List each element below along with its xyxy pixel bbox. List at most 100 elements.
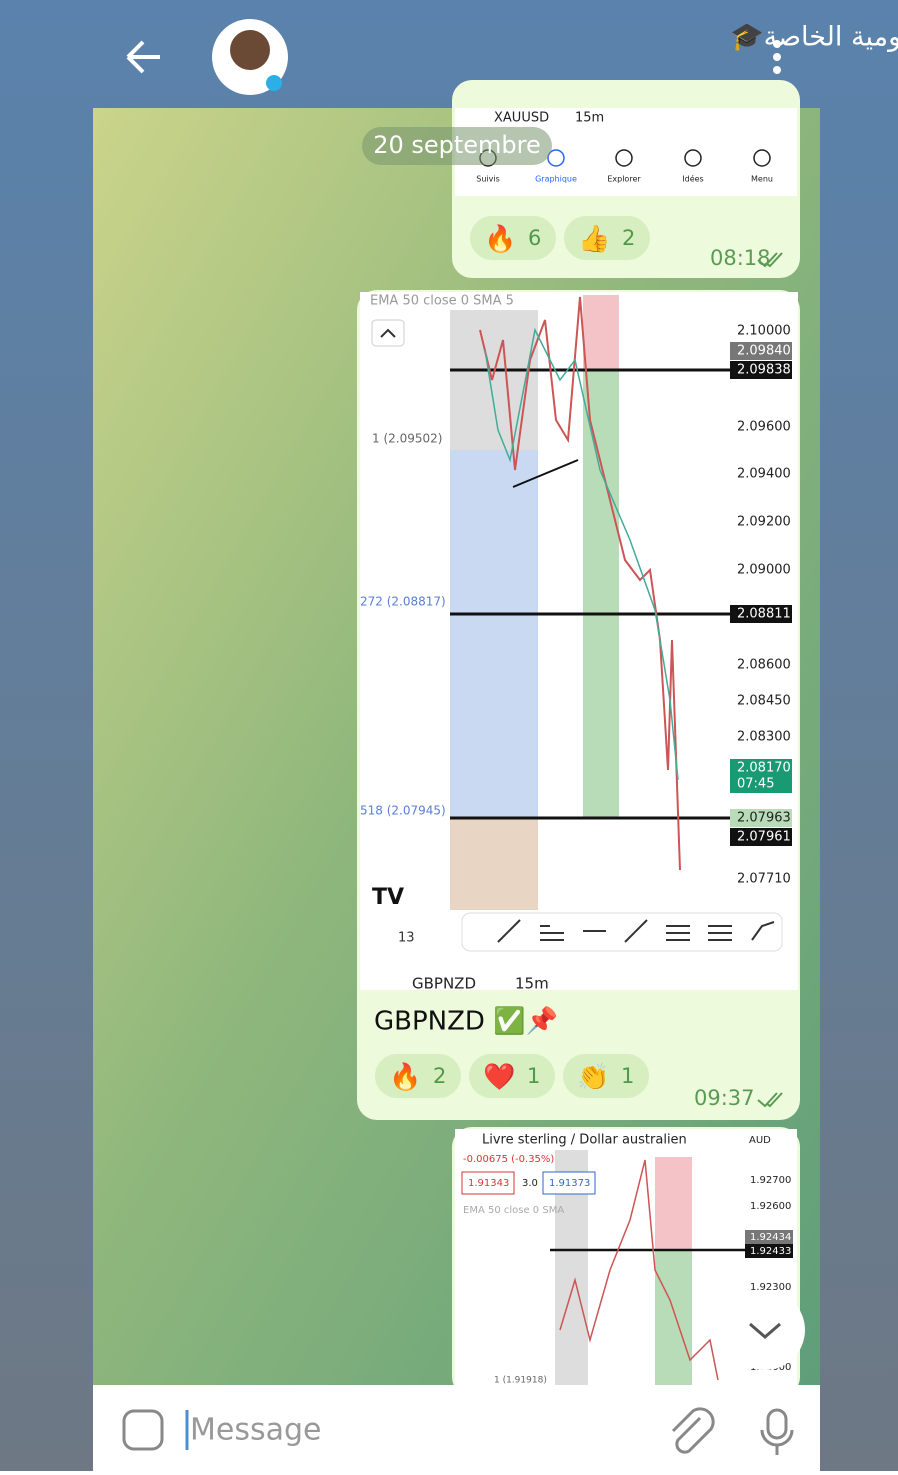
mic-button[interactable] <box>766 1408 788 1440</box>
price-label: 2.08170 <box>737 761 791 776</box>
chat-title[interactable]: وعة التحليلات اليومية الخاصة🎓 <box>730 22 898 53</box>
price-label: 2.09840 <box>737 344 791 359</box>
price-label: 2.10000 <box>737 324 791 339</box>
price-label: 2.07963 <box>737 811 791 826</box>
chart-zones <box>450 295 730 910</box>
price-label: 2.08811 <box>737 607 791 622</box>
date-badge <box>362 127 552 165</box>
avatar-face <box>230 30 270 70</box>
reaction-count: 2 <box>622 226 635 250</box>
price-label: 2.09400 <box>737 467 791 482</box>
drawing-toolbar[interactable] <box>461 912 783 952</box>
toolbar-icons <box>497 919 775 943</box>
fib-label: 272 (2.08817) <box>360 595 446 609</box>
back-button[interactable] <box>126 40 160 74</box>
price-label: 2.09000 <box>737 563 791 578</box>
scroll-down-button[interactable] <box>725 1290 805 1370</box>
price-label: 2.09838 <box>737 363 791 378</box>
tab-label: Explorer <box>607 175 641 184</box>
price-label: 1.92700 <box>750 1175 791 1186</box>
sticker-button[interactable] <box>122 1409 164 1451</box>
price-tag <box>730 342 792 360</box>
tab-label: Graphique <box>535 175 577 184</box>
reaction[interactable] <box>564 216 650 260</box>
chevron <box>749 1322 781 1339</box>
price-label: 2.07710 <box>737 872 791 887</box>
caption: GBPNZD ✅📌 <box>374 1005 558 1037</box>
price-tag <box>730 605 792 623</box>
price-label: 1.92433 <box>750 1246 791 1257</box>
chart-zones <box>550 1150 745 1385</box>
instrument-title: Livre sterling / Dollar australien <box>482 1133 687 1148</box>
input-bar <box>93 1385 820 1471</box>
currency: AUD <box>749 1135 771 1146</box>
price-tag <box>730 828 792 846</box>
avatar-badge <box>266 75 282 91</box>
spread: 3.0 <box>522 1178 538 1189</box>
price-tag <box>745 1230 793 1244</box>
read-check <box>757 1092 783 1108</box>
price-tag <box>745 1244 793 1258</box>
change: -0.00675 (-0.35%) <box>463 1154 554 1165</box>
price-label: 2.07961 <box>737 830 791 845</box>
price-label: 1.92600 <box>750 1201 791 1212</box>
timeframe: 15m <box>515 975 549 993</box>
price-label: 1.92434 <box>750 1232 791 1243</box>
reaction-count: 1 <box>621 1064 634 1088</box>
indicator-label: EMA 50 close 0 SMA <box>463 1205 564 1216</box>
tab-label: Suivis <box>476 175 500 184</box>
reaction-count: 6 <box>528 226 541 250</box>
tab-icon[interactable] <box>753 149 771 167</box>
price-tag <box>730 361 792 379</box>
fib-label: 1 (1.91918) <box>494 1376 547 1386</box>
price-label: 1.92300 <box>750 1282 791 1293</box>
date-text: 20 septembre <box>373 131 541 159</box>
read-check <box>757 252 783 268</box>
price-label: 07:45 <box>737 777 774 792</box>
time-label: 13 <box>398 931 415 946</box>
price-label: 2.08450 <box>737 694 791 709</box>
reaction-emoji: 👏 <box>577 1062 609 1093</box>
price-label: 2.08600 <box>737 658 791 673</box>
tab-label: Idées <box>682 174 703 184</box>
chevron <box>380 328 396 338</box>
tab-icon[interactable] <box>684 149 702 167</box>
reaction-count: 2 <box>433 1064 446 1088</box>
tab-icon[interactable] <box>547 149 565 167</box>
reaction[interactable] <box>469 1054 555 1098</box>
timeframe: 15m <box>575 111 604 126</box>
menu-button[interactable] <box>773 40 781 74</box>
mic-stand <box>760 1429 794 1455</box>
price-label: 2.09600 <box>737 420 791 435</box>
indicator-label: EMA 50 close 0 SMA 5 <box>370 294 514 309</box>
reaction-emoji: 👍 <box>578 224 610 255</box>
reaction-emoji: 🔥 <box>389 1062 421 1093</box>
bid-box[interactable] <box>461 1171 515 1195</box>
attach-button[interactable] <box>671 1407 715 1454</box>
reaction[interactable] <box>375 1054 461 1098</box>
price-label: 2.09200 <box>737 515 791 530</box>
symbol: XAUUSD <box>494 111 549 126</box>
message-input[interactable]: Message <box>190 1413 321 1448</box>
reaction[interactable] <box>563 1054 649 1098</box>
reaction[interactable] <box>470 216 556 260</box>
tab-label: Menu <box>751 175 773 184</box>
price-tag <box>730 759 792 777</box>
ask: 1.91373 <box>549 1178 590 1189</box>
price-tag <box>730 809 792 827</box>
price-label: 2.08300 <box>737 730 791 745</box>
tab-icon[interactable] <box>615 149 633 167</box>
message-time: 08:18 <box>710 246 771 270</box>
fib-label: 1 (2.09502) <box>372 432 442 446</box>
chart-image[interactable] <box>360 292 798 990</box>
fib-label: 518 (2.07945) <box>360 804 446 818</box>
reaction-count: 1 <box>527 1064 540 1088</box>
symbol: GBPNZD <box>412 975 476 993</box>
reaction-emoji: ❤️ <box>483 1063 516 1093</box>
collapse-button[interactable] <box>371 319 405 347</box>
bid: 1.91343 <box>468 1178 509 1189</box>
ask-box[interactable] <box>542 1171 596 1195</box>
reaction-emoji: 🔥 <box>484 224 516 255</box>
